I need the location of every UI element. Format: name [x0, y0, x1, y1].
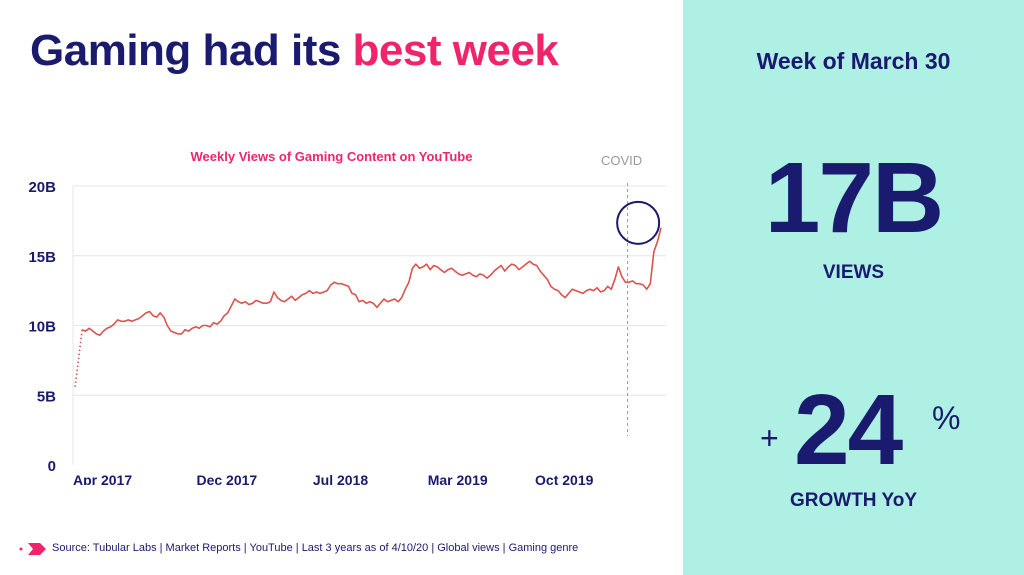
- views-value: 17B: [764, 142, 944, 254]
- chart-title: Weekly Views of Gaming Content on YouTub…: [0, 149, 683, 164]
- series-line: [81, 227, 662, 337]
- x-tick-label: Jul 2018: [313, 472, 368, 485]
- x-tick-label: Oct 2019: [535, 472, 594, 485]
- views-label: VIEWS: [822, 262, 885, 283]
- y-tick-label: 0: [48, 458, 56, 475]
- line-chart: 0 5B 10B 15B 20B Apr 2017 Dec 2017 Jul 2018 Mar …: [28, 153, 666, 485]
- x-tick-label: Apr 2017: [73, 472, 132, 485]
- chart-panel: Gaming had its best week Weekly Views of…: [0, 26, 683, 555]
- y-tick-label: 15B: [28, 249, 56, 266]
- growth-label: GROWTH YoY: [789, 490, 918, 511]
- stats-panel: [683, 0, 1024, 575]
- growth-percent: %: [932, 400, 961, 436]
- y-tick-label: 10B: [28, 319, 56, 336]
- source-note: Source: Tubular Labs | Market Reports | …: [52, 542, 579, 554]
- series-line-dotted: [74, 329, 83, 388]
- growth-value: 24: [794, 374, 903, 486]
- headline-accent: best week: [352, 26, 559, 75]
- highlight-circle: [616, 200, 661, 245]
- page-title: Gaming had its best week: [30, 26, 559, 76]
- x-tick-label: Dec 2017: [196, 472, 257, 485]
- covid-label: COVID: [601, 153, 642, 168]
- growth-plus: +: [760, 420, 779, 456]
- chart-title-text: Weekly Views of Gaming Content on YouTub…: [190, 149, 473, 164]
- y-tick-label: 5B: [37, 388, 56, 405]
- x-tick-label: Mar 2019: [428, 472, 488, 485]
- pink-arrow-icon: [19, 543, 46, 555]
- y-tick-label: 20B: [28, 179, 56, 196]
- headline-part1: Gaming had its: [30, 26, 353, 75]
- week-label: Week of March 30: [756, 48, 951, 74]
